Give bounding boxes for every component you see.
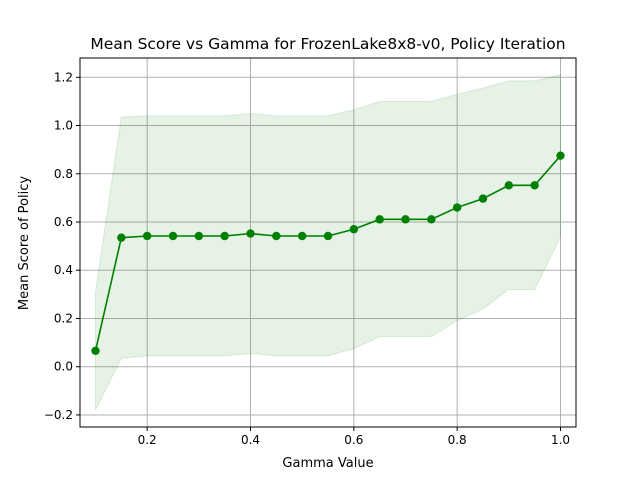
data-point — [349, 225, 359, 234]
y-tick-label: −0.2 — [44, 408, 73, 422]
data-point — [220, 231, 229, 241]
data-point — [168, 231, 178, 241]
x-tick-label: 0.4 — [241, 433, 260, 447]
data-point — [478, 194, 488, 203]
data-point — [117, 233, 126, 242]
y-tick-label: 1.0 — [54, 119, 73, 133]
data-point — [427, 215, 436, 224]
x-axis-label: Gamma Value — [282, 456, 373, 471]
data-point — [401, 215, 410, 224]
y-axis-label: Mean Score of Policy — [17, 176, 32, 310]
x-tick-label: 1.0 — [551, 433, 570, 447]
x-tick-label: 0.8 — [448, 433, 467, 447]
data-point — [530, 181, 539, 190]
y-tick-label: 0.4 — [54, 263, 73, 277]
grid — [80, 58, 576, 427]
data-point — [375, 215, 384, 224]
y-axis-ticks: −0.2 0.0 0.2 0.4 0.6 0.8 1.0 1.2 — [44, 70, 80, 422]
data-point — [91, 346, 100, 355]
x-axis-ticks: 0.2 0.4 0.6 0.8 1.0 — [138, 427, 570, 447]
marker-layer — [91, 151, 565, 355]
data-point — [194, 231, 204, 241]
chart-title: Mean Score vs Gamma for FrozenLake8x8-v0… — [90, 35, 565, 53]
y-tick-label: 0.0 — [54, 360, 73, 374]
data-point — [504, 181, 514, 190]
y-tick-label: 0.6 — [54, 215, 73, 229]
y-tick-label: 0.8 — [54, 167, 73, 181]
y-tick-label: 1.2 — [54, 70, 73, 84]
data-point — [452, 203, 462, 212]
data-point — [142, 231, 152, 241]
confidence-band — [95, 74, 561, 411]
y-tick-label: 0.2 — [54, 311, 73, 325]
plot-frame — [79, 57, 577, 428]
data-point — [556, 151, 565, 160]
data-point — [272, 231, 281, 241]
x-tick-label: 0.2 — [138, 433, 157, 447]
data-point — [246, 229, 255, 238]
x-tick-label: 0.6 — [344, 433, 363, 447]
confidence-band-layer — [95, 74, 561, 411]
data-point — [297, 231, 307, 241]
data-point — [323, 231, 333, 241]
